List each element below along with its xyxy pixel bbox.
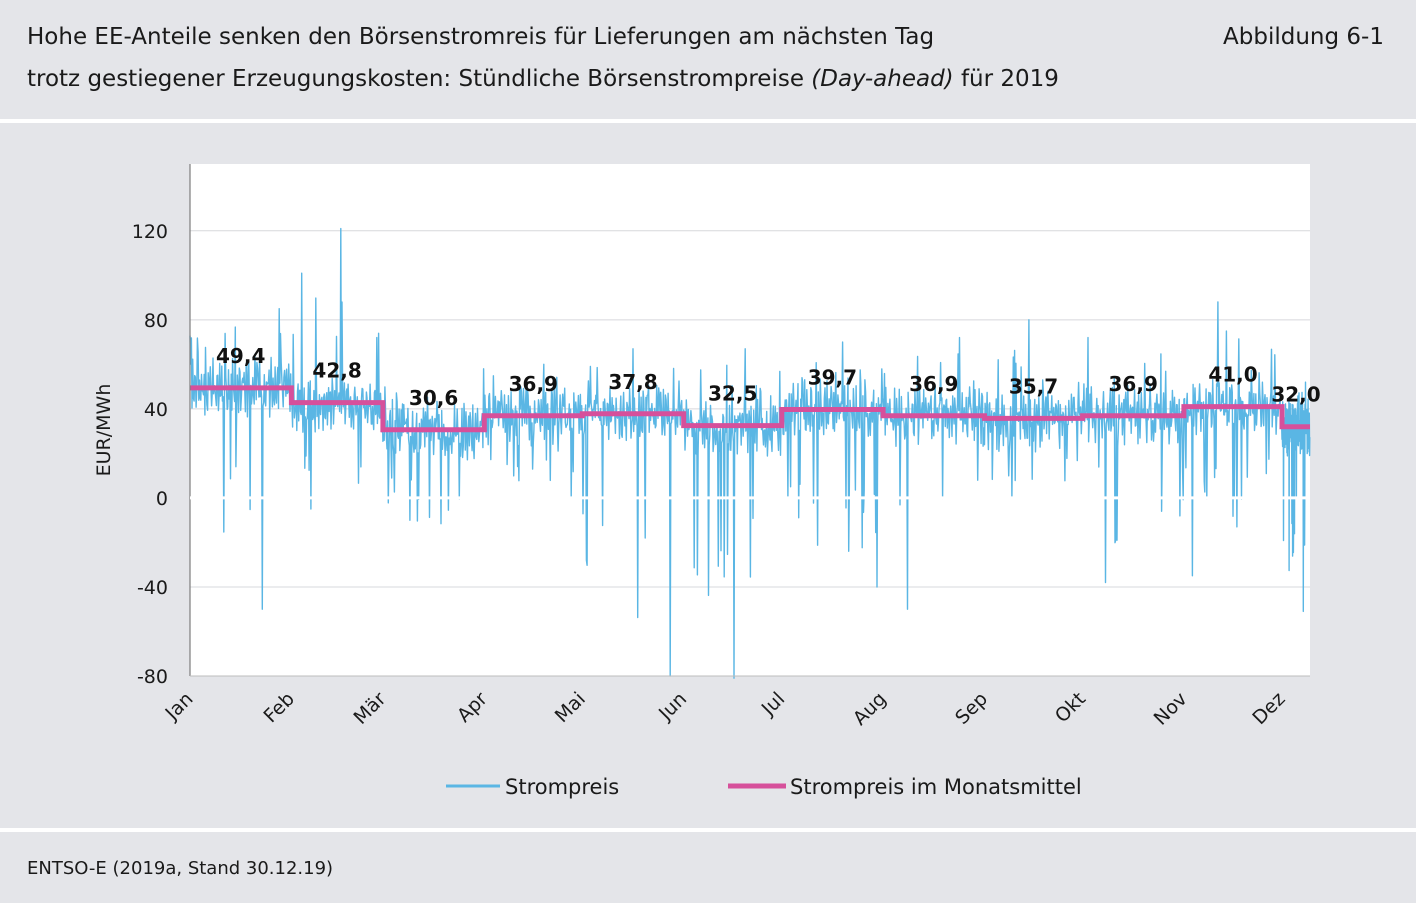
mean-label: 36,9 <box>509 372 558 396</box>
monthly-mean-labels: 49,4 42,8 30,6 36,9 37,8 32,5 39,7 36,9 35,7 36,9… <box>216 344 1321 410</box>
chart: 49,4 42,8 30,6 36,9 37,8 32,5 39,7 36,9 35,7 36,9… <box>93 164 1321 799</box>
y-tick-label: 40 <box>144 399 168 421</box>
y-tick-label: 120 <box>132 221 168 243</box>
x-tick-label: Feb <box>260 688 299 727</box>
footer-divider <box>0 828 1416 832</box>
source-note: ENTSO-E (2019a, Stand 30.12.19) <box>27 858 334 879</box>
y-tick-label: -80 <box>137 666 168 688</box>
x-tick-label: Sep <box>951 688 992 729</box>
mean-label: 30,6 <box>409 386 458 410</box>
header: Hohe EE-Anteile senken den Börsenstromre… <box>0 0 1416 120</box>
chart-title-line-2: trotz gestiegener Erzeugungskosten: Stün… <box>27 66 1059 92</box>
x-tick-label: Jun <box>654 688 691 725</box>
mean-label: 39,7 <box>808 366 857 390</box>
x-tick-label: Aug <box>849 688 891 730</box>
legend-label-strompreis: Strompreis <box>505 775 619 799</box>
x-tick-label: Nov <box>1150 688 1192 730</box>
title-part-post: für 2019 <box>953 66 1059 92</box>
y-tick-label: 0 <box>156 488 168 510</box>
mean-label: 37,8 <box>608 370 657 394</box>
x-tick-label: Jan <box>161 688 198 725</box>
header-divider <box>0 119 1416 123</box>
mean-label: 49,4 <box>216 344 265 368</box>
figure-number: Abbildung 6-1 <box>1223 24 1384 50</box>
series-monatsmittel <box>190 385 1310 433</box>
y-tick-label: -40 <box>137 577 168 599</box>
mean-label: 35,7 <box>1009 374 1058 398</box>
mean-label: 36,9 <box>1109 372 1158 396</box>
x-tick-label: Apr <box>453 688 492 727</box>
x-tick-label: Mär <box>350 688 391 729</box>
mean-label: 32,0 <box>1271 383 1320 407</box>
legend: Strompreis Strompreis im Monatsmittel <box>446 775 1082 799</box>
legend-label-monatsmittel: Strompreis im Monatsmittel <box>790 775 1082 799</box>
mean-label: 36,9 <box>909 372 958 396</box>
chart-title-line-1: Hohe EE-Anteile senken den Börsenstromre… <box>27 24 935 50</box>
y-tick-label: 80 <box>144 310 168 332</box>
mean-label: 42,8 <box>312 359 361 383</box>
mean-label: 41,0 <box>1208 363 1257 387</box>
monatsmittel-line <box>190 385 1310 433</box>
title-part-pre: trotz gestiegener Erzeugungskosten: Stün… <box>27 66 812 92</box>
mean-label: 32,5 <box>708 382 757 406</box>
x-tick-label: Dez <box>1248 688 1289 729</box>
x-tick-label: Mai <box>551 688 590 727</box>
y-axis-label: EUR/MWh <box>93 384 115 477</box>
title-part-italic: (Day-ahead) <box>811 66 954 92</box>
x-tick-label: Jul <box>757 688 789 720</box>
x-tick-label: Okt <box>1051 688 1090 727</box>
